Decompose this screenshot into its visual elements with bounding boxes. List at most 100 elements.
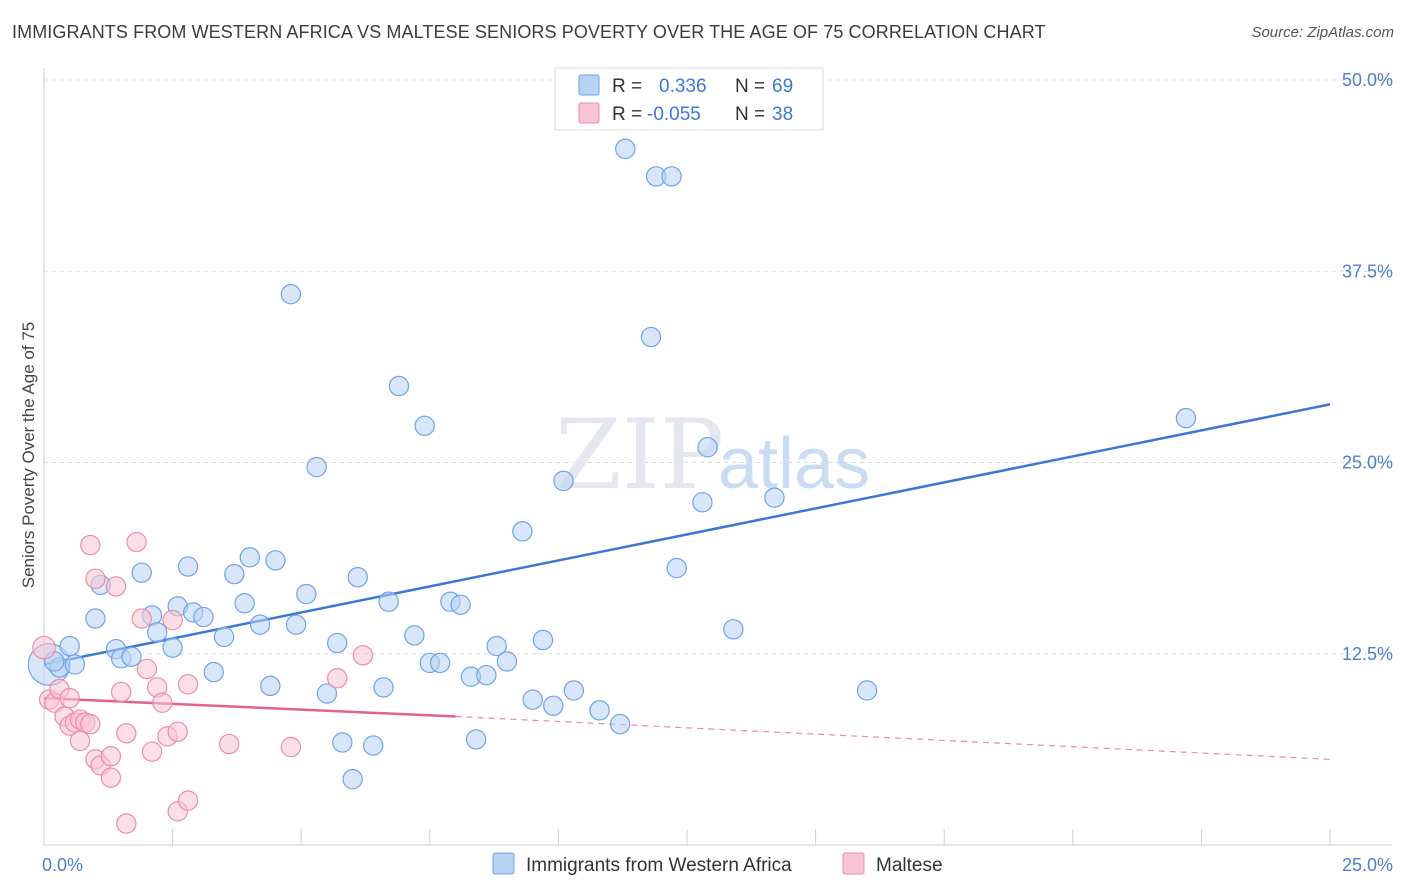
point-s1-16	[100, 746, 122, 767]
y-tick-label-3: 50.0%	[1342, 70, 1393, 90]
point-s0-54	[563, 680, 585, 701]
point-s0-19	[224, 563, 245, 585]
point-s0-17	[203, 661, 224, 683]
stats-legend: R = 0.336 N = 69 R = -0.055 N = 38	[554, 67, 824, 131]
chart-title: IMMIGRANTS FROM WESTERN AFRICA VS MALTES…	[12, 22, 1046, 42]
point-s1-20	[116, 813, 137, 834]
x-tick-labels: 0.0% 25.0%	[42, 855, 1393, 875]
source-credit: Source: ZipAtlas.com	[1251, 24, 1394, 41]
stats-n-value-2: 38	[772, 104, 793, 125]
point-s1-18	[110, 681, 132, 703]
point-s0-26	[285, 614, 307, 635]
point-s0-51	[532, 629, 554, 651]
point-s1-26	[152, 692, 173, 713]
y-axis-label: Seniors Poverty Over the Age of 75	[19, 322, 38, 588]
point-s1-12	[85, 568, 106, 589]
point-s0-47	[486, 635, 507, 657]
y-tick-labels: 12.5% 25.0% 37.5% 50.0%	[1342, 70, 1393, 664]
point-s0-35	[373, 677, 394, 698]
point-s1-33	[218, 733, 240, 755]
point-s1-31	[177, 790, 199, 811]
point-s1-35	[327, 668, 348, 689]
point-s0-38	[404, 625, 425, 646]
point-s0-37	[388, 375, 410, 397]
point-s1-36	[352, 645, 374, 666]
point-s1-34	[280, 736, 302, 758]
point-s0-11	[146, 622, 168, 643]
point-s0-22	[249, 614, 271, 635]
point-s0-14	[177, 556, 199, 577]
axes	[43, 68, 1392, 846]
stats-r-value-1: 0.336	[659, 76, 707, 97]
point-s0-49	[512, 521, 533, 542]
point-s0-58	[640, 326, 662, 348]
point-s0-24	[265, 550, 286, 571]
point-s1-21	[126, 531, 147, 553]
point-s1-32	[177, 674, 199, 695]
stats-r-label-2: R =	[612, 104, 642, 125]
point-s0-65	[764, 487, 785, 508]
stats-n-label-2: N =	[735, 104, 765, 125]
point-s0-67	[1175, 407, 1197, 429]
point-s1-0	[32, 635, 56, 660]
watermark-zip: ZIP	[555, 399, 724, 511]
point-s0-30	[327, 632, 348, 654]
point-s0-41	[429, 652, 451, 674]
point-s0-20	[234, 593, 255, 614]
point-s0-23	[260, 675, 281, 697]
point-s0-4	[85, 608, 106, 629]
point-s1-5	[59, 687, 80, 709]
stats-n-label-1: N =	[735, 76, 765, 97]
point-s1-19	[116, 723, 137, 744]
point-s0-21	[239, 547, 260, 568]
point-s0-52	[543, 695, 564, 716]
point-s0-53	[553, 470, 574, 492]
legend-swatch-maltese	[842, 852, 865, 875]
stats-r-value-2: -0.055	[647, 104, 701, 125]
y-tick-label-1: 25.0%	[1342, 453, 1393, 473]
point-s0-66	[856, 680, 878, 701]
point-s0-56	[609, 713, 631, 735]
point-s0-43	[450, 594, 471, 615]
point-s1-28	[162, 609, 183, 631]
stats-n-value-1: 69	[772, 76, 793, 97]
point-s1-22	[131, 608, 152, 629]
watermark: ZIP atlas	[555, 399, 870, 511]
point-s0-62	[692, 492, 713, 513]
y-tick-label-0: 12.5%	[1342, 644, 1393, 664]
point-s0-61	[666, 557, 687, 579]
point-s0-27	[296, 583, 317, 605]
point-s0-12	[162, 637, 183, 658]
series-legend: Immigrants from Western Africa Maltese	[492, 852, 943, 876]
data-points	[27, 138, 1197, 834]
stats-r-label-1: R =	[612, 76, 642, 97]
point-s0-45	[465, 729, 487, 750]
point-s0-29	[316, 683, 338, 704]
point-s0-48	[496, 651, 518, 672]
point-s0-34	[363, 735, 384, 756]
point-s0-46	[476, 664, 497, 686]
legend-label-western-africa: Immigrants from Western Africa	[526, 855, 792, 876]
point-s0-63	[697, 437, 718, 458]
point-s0-64	[723, 619, 744, 640]
point-s0-60	[661, 166, 682, 187]
point-s1-23	[136, 658, 158, 680]
x-tick-label-0: 0.0%	[42, 855, 83, 875]
trend-line-maltese-extension	[455, 715, 1331, 760]
point-s1-17	[105, 576, 127, 597]
stats-swatch-western-africa	[578, 74, 600, 96]
stats-swatch-maltese	[578, 102, 600, 124]
point-s0-55	[589, 700, 610, 721]
point-s0-9	[131, 562, 152, 583]
x-tick-label-1: 25.0%	[1342, 855, 1393, 875]
point-s0-33	[347, 567, 368, 588]
point-s0-36	[378, 591, 399, 612]
trend-line-maltese	[43, 696, 456, 718]
point-s1-29	[167, 721, 188, 742]
point-s0-31	[332, 732, 353, 753]
y-tick-label-2: 37.5%	[1342, 261, 1393, 281]
point-s0-57	[615, 138, 636, 160]
point-s0-18	[213, 626, 235, 648]
point-s0-39	[414, 415, 435, 436]
